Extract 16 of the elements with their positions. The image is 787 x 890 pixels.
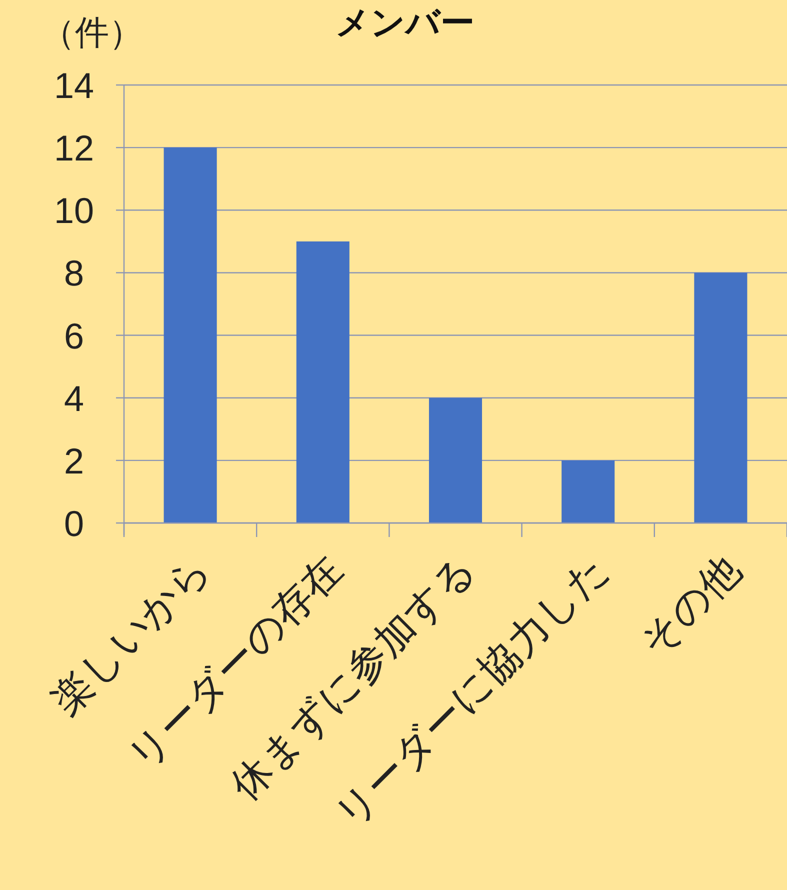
y-tick-label: 8 — [64, 252, 84, 294]
bar — [428, 398, 482, 523]
y-axis-title: （件） — [41, 14, 143, 52]
bar — [694, 272, 748, 523]
y-tick-label: 6 — [64, 315, 84, 356]
y-tick-label: 2 — [64, 440, 84, 482]
x-tick-label: その他 — [632, 547, 750, 665]
chart-title: メンバー — [336, 4, 474, 42]
bar — [296, 241, 350, 523]
y-tick-label: 10 — [54, 190, 94, 232]
bar — [164, 148, 217, 523]
bar — [562, 460, 615, 523]
y-tick-label: 0 — [64, 503, 84, 544]
y-tick-label: 14 — [54, 65, 94, 106]
y-tick-label: 4 — [64, 378, 84, 419]
y-tick-label: 12 — [54, 128, 94, 169]
